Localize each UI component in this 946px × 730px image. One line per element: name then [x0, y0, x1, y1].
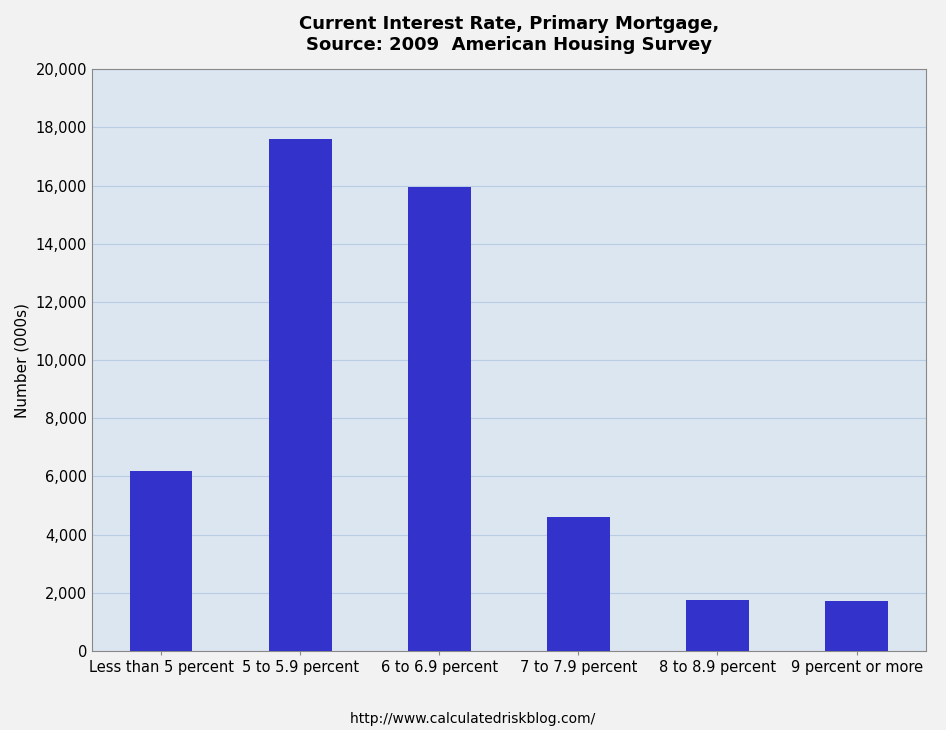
Y-axis label: Number (000s): Number (000s) [15, 302, 30, 418]
Bar [825, 601, 888, 651]
Title: Current Interest Rate, Primary Mortgage,
Source: 2009  American Housing Survey: Current Interest Rate, Primary Mortgage,… [299, 15, 719, 54]
Text: http://www.calculatedri​skblog.com/: http://www.calculatedri​skblog.com/ [350, 712, 596, 726]
Bar [547, 517, 609, 651]
Bar [269, 139, 331, 651]
Bar [130, 471, 192, 651]
Bar [686, 600, 749, 651]
Bar [408, 187, 470, 651]
